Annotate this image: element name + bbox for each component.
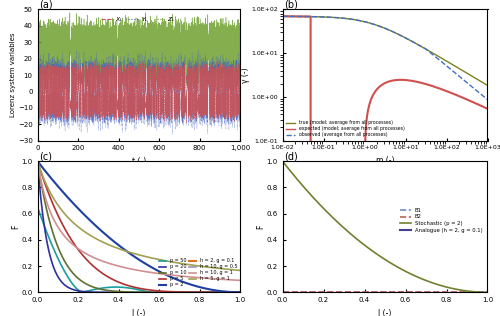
- B2: [370, 290, 376, 294]
- X-axis label: l (-): l (-): [132, 309, 145, 316]
- Legend: true (model; average from all processes), expected (model; average from all proc: true (model; average from all processes)…: [285, 119, 406, 138]
- Y-axis label: Lorenz system variables: Lorenz system variables: [10, 33, 16, 117]
- X-axis label: m (-): m (-): [376, 156, 394, 165]
- B1: [443, 290, 449, 294]
- X-axis label: t (-): t (-): [132, 157, 146, 166]
- B1: [370, 290, 376, 294]
- B2: [420, 290, 426, 294]
- B2: [443, 290, 449, 294]
- B2: [484, 290, 490, 294]
- Stochastic (p = 2): [362, 244, 368, 248]
- B1: [420, 290, 426, 294]
- Line: Stochastic (p = 2): Stochastic (p = 2): [282, 161, 488, 292]
- B2: [300, 290, 306, 294]
- B1: [440, 290, 446, 294]
- B2: [280, 290, 285, 294]
- B1: [300, 290, 306, 294]
- Stochastic (p = 2): [370, 249, 376, 253]
- Legend: B1, B2, Stochastic (p = 2), Analogue (h = 2, g = 0.1): B1, B2, Stochastic (p = 2), Analogue (h …: [398, 206, 485, 235]
- Y-axis label: γ (-): γ (-): [240, 67, 250, 83]
- Line: Analogue (h = 2, g = 0.1): Analogue (h = 2, g = 0.1): [282, 0, 488, 161]
- Text: (b): (b): [284, 0, 298, 9]
- Stochastic (p = 2): [280, 159, 285, 163]
- Legend: p = 50, p = 20, p = 10, p = 5, p = 2, h = 2, g = 0.1, h = 10, g = 0.5, h = 10, g: p = 50, p = 20, p = 10, p = 5, p = 2, h …: [159, 258, 238, 287]
- Y-axis label: F: F: [256, 225, 265, 229]
- Text: (d): (d): [284, 151, 298, 161]
- B2: [440, 290, 446, 294]
- X-axis label: l (-): l (-): [378, 309, 392, 316]
- Stochastic (p = 2): [443, 285, 449, 289]
- B1: [362, 290, 368, 294]
- Stochastic (p = 2): [300, 185, 306, 188]
- Text: (a): (a): [40, 0, 53, 9]
- Analogue (h = 2, g = 0.1): [280, 159, 285, 163]
- Stochastic (p = 2): [420, 277, 426, 281]
- Text: (c): (c): [40, 151, 52, 161]
- Stochastic (p = 2): [484, 290, 490, 294]
- B2: [362, 290, 368, 294]
- Legend: $X_L$, $Y_L$, $Z_L$: $X_L$, $Y_L$, $Z_L$: [99, 13, 178, 27]
- B1: [484, 290, 490, 294]
- Stochastic (p = 2): [440, 284, 446, 288]
- B1: [280, 290, 285, 294]
- Y-axis label: F: F: [11, 225, 20, 229]
